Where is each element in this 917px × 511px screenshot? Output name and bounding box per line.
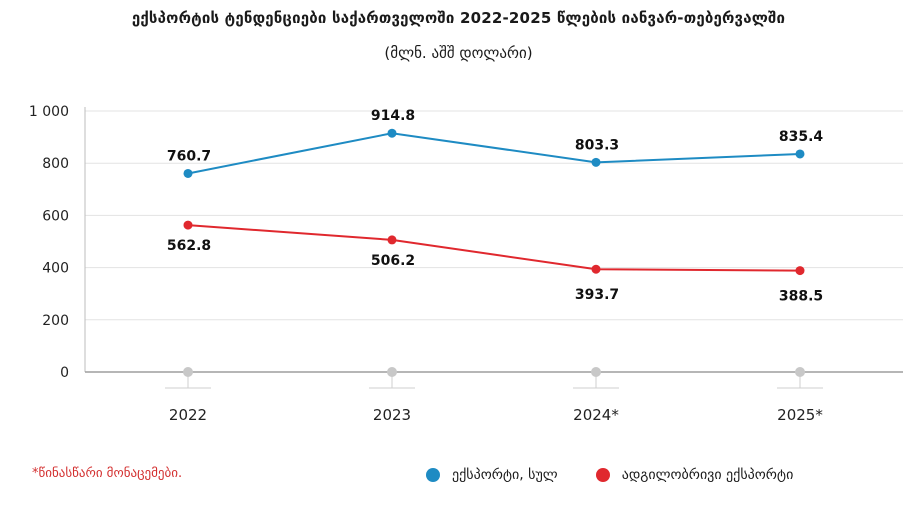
x-tick-label: 2023 [373,406,411,424]
y-tick-label: 400 [42,261,69,277]
data-label: 506.2 [371,253,415,269]
legend-item-domestic-export: ადგილობრივი ექსპორტი [595,467,794,483]
footnote: *წინასწარი მონაცემები. [32,466,183,481]
chart-title: ექსპორტის ტენდენციები საქართველოში 2022-… [131,9,786,27]
data-label: 393.7 [575,287,619,303]
data-point [591,157,601,167]
y-tick-label: 800 [42,156,69,172]
y-tick-label: 600 [42,208,69,224]
series-line [187,132,801,175]
baseline-marker [387,367,397,377]
data-point [183,168,193,178]
legend-swatch-total-export [426,468,440,482]
legend-label-total-export: ექსპორტი, სულ [452,467,558,483]
baseline-marker [591,367,601,377]
legend-swatch-domestic-export [595,468,610,482]
x-tick-label: 2024* [573,406,619,424]
data-label: 760.7 [167,148,211,164]
series-line [187,224,801,272]
data-label: 835.4 [779,129,824,145]
legend: ექსპორტი, სულ ადგილობრივი ექსპორტი [426,467,793,483]
legend-item-total-export: ექსპორტი, სულ [426,467,558,483]
y-tick-label: 0 [60,365,69,381]
x-tick-label: 2022 [169,406,207,424]
data-point [387,128,397,138]
data-point [795,149,805,159]
line-chart: 0 200 400 600 800 1 000 2022 2023 2024* 2025* 760.… [29,104,903,424]
chart-subtitle: (მლნ. აშშ დოლარი) [384,44,533,62]
legend-label-domestic-export: ადგილობრივი ექსპორტი [621,467,794,483]
baseline-marker [795,367,805,377]
data-label: 914.8 [371,108,415,124]
data-point [387,235,397,245]
x-tick-label: 2025* [777,406,823,424]
data-point [795,266,805,276]
y-tick-label: 1 000 [29,104,69,120]
data-point [591,264,601,274]
baseline-marker [183,367,193,377]
data-label: 803.3 [575,137,619,153]
data-label: 562.8 [167,238,211,254]
data-label: 388.5 [779,289,823,305]
data-point [183,220,193,230]
y-tick-label: 200 [42,313,69,329]
